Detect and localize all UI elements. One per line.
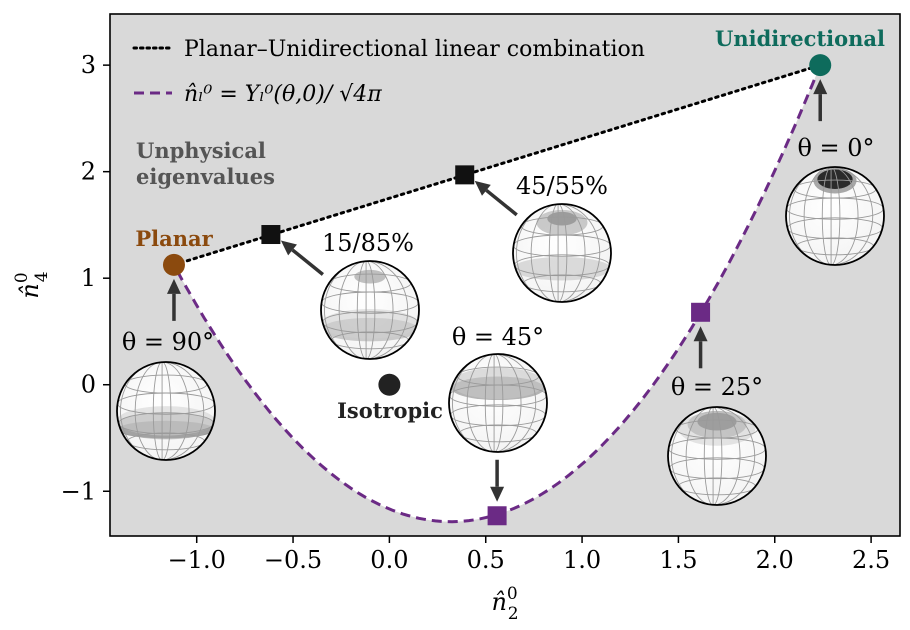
y-axis-label-sup: 0 [12,272,32,283]
marker-theta-45 [488,506,507,525]
legend-label-harmonic: n̂ₗ⁰ = Yₗ⁰(θ,0)/ √4π [184,82,382,107]
marker-theta-25 [691,303,710,322]
marker-mix-15-85 [261,225,280,244]
label-isotropic: Isotropic [337,398,443,423]
label-unidirectional: Unidirectional [715,26,885,51]
sphere-theta-90 [117,362,215,460]
x-tick-label: 2.5 [852,546,890,574]
legend-label-combination: Planar–Unidirectional linear combination [184,37,645,62]
label-unphysical-line2: eigenvalues [136,164,275,189]
y-tick-label: −1 [61,477,96,505]
x-axis-label-sup: 0 [507,584,518,604]
y-axis-label: n̂04 [12,271,52,298]
x-tick-label: 1.0 [563,546,601,574]
sphere-mix-45-55-band [513,257,611,281]
x-axis-label-base: n̂ [491,588,506,616]
label-theta-0: θ = 0° [797,134,874,162]
y-tick-label: 2 [81,158,96,186]
marker-unidirectional [809,54,831,76]
sphere-theta-25 [668,407,766,505]
y-axis-label-sub: 4 [32,271,52,282]
sphere-mix-15-85 [321,261,419,359]
label-theta-45: θ = 45° [452,323,544,351]
y-tick-label: 1 [81,264,96,292]
label-planar: Planar [135,226,213,251]
label-mix-45-55: 45/55% [516,172,608,200]
sphere-theta-45-band [451,368,544,399]
x-tick-label: −1.0 [168,546,226,574]
y-axis-ticks: −1 0 1 2 3 [61,51,110,505]
label-unphysical-line1: Unphysical [136,138,266,163]
label-theta-90: θ = 90° [122,328,214,356]
marker-planar [163,254,185,276]
x-tick-label: −0.5 [264,546,322,574]
marker-mix-45-55 [455,165,474,184]
sphere-mix-45-55 [513,204,611,302]
y-tick-label: 0 [81,371,96,399]
marker-isotropic [378,374,400,396]
x-tick-label: 0.0 [370,546,408,574]
x-tick-label: 1.5 [659,546,697,574]
x-tick-label: 0.5 [467,546,505,574]
label-theta-25: θ = 25° [671,373,763,401]
x-axis-ticks: −1.0 −0.5 0.0 0.5 1.0 1.5 2.0 2.5 [168,536,891,574]
sphere-theta-0 [786,167,884,265]
y-axis-label-base: n̂ [16,283,44,298]
y-tick-label: 3 [81,51,96,79]
sphere-mix-45-55-band [537,210,588,235]
x-tick-label: 2.0 [756,546,794,574]
x-axis-label-sub: 2 [508,604,519,624]
sphere-theta-45 [449,354,547,452]
x-axis-label: n̂0 2 [491,584,518,624]
label-mix-15-85: 15/85% [322,229,414,257]
